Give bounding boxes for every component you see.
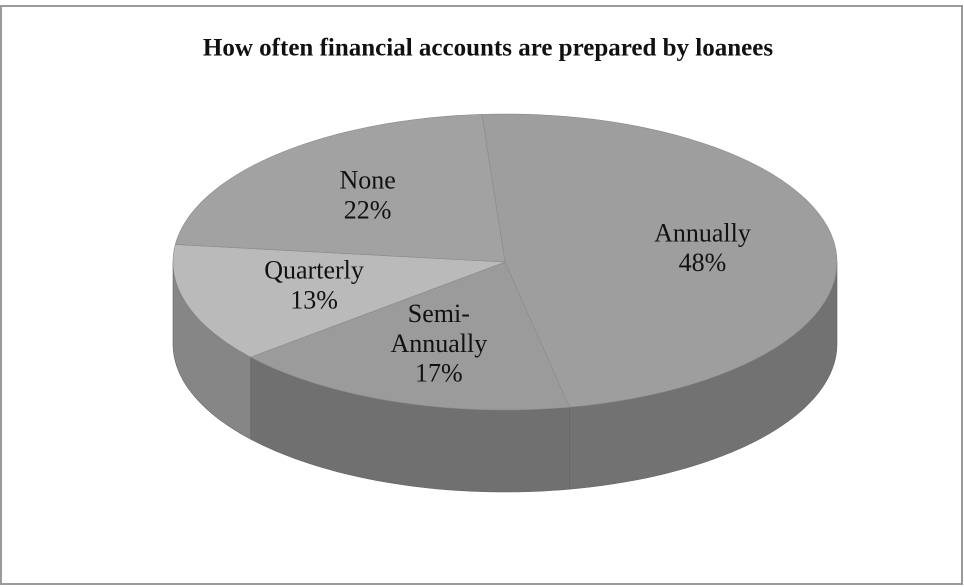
- slice-value-label: 17%: [415, 359, 463, 388]
- chart-title: How often financial accounts are prepare…: [203, 35, 773, 62]
- slice-value-label: 13%: [290, 285, 338, 314]
- pie-slice: [172, 244, 506, 358]
- pie-slice: [481, 113, 838, 408]
- slice-label-line: None: [339, 166, 395, 195]
- slice-value-label: 22%: [344, 196, 392, 225]
- slice-value-label: 48%: [679, 248, 727, 277]
- slice-label: Quarterly: [264, 255, 364, 284]
- slice-label: Semi-Annually: [390, 299, 487, 358]
- slice-label: Annually: [654, 218, 751, 247]
- slice-label-line: Annually: [654, 218, 751, 247]
- slice-label-line: Annually: [390, 329, 487, 358]
- slice-label: None: [339, 166, 395, 195]
- pie-slice: [249, 261, 570, 411]
- pie-slice: [174, 114, 506, 263]
- slice-label-line: Semi-: [408, 299, 470, 328]
- slice-label-line: Quarterly: [264, 255, 364, 284]
